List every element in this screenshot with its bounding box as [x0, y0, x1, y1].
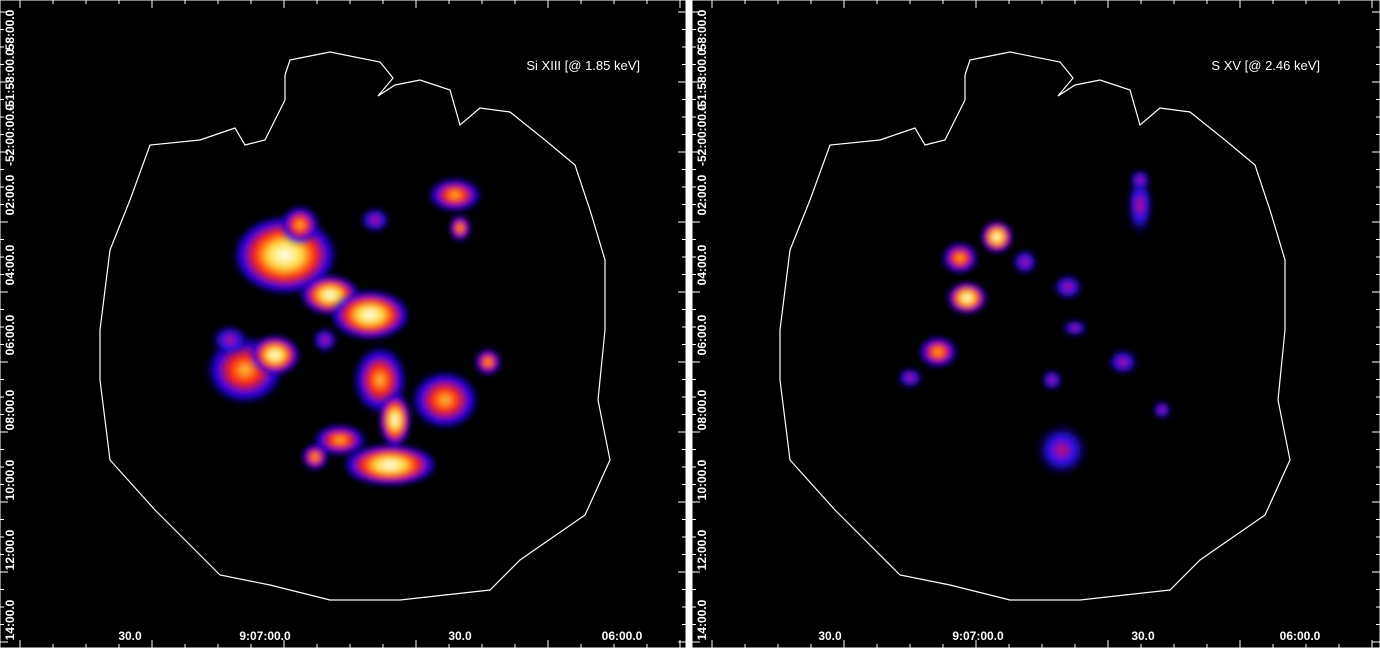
x-tick-label: 30.0: [448, 629, 472, 643]
emission-blob: [1051, 272, 1085, 302]
emission-blob: [895, 366, 925, 390]
annotation: S XV [@ 2.46 keV]: [1211, 58, 1320, 73]
y-tick-label: -52:00:00.0: [3, 104, 17, 166]
y-tick-label: 14:00.0: [695, 599, 709, 640]
emission-blob: [473, 347, 503, 377]
y-tick-label: 14:00.0: [3, 599, 17, 640]
y-tick-label: 04:00.0: [3, 244, 17, 285]
emission-blob: [946, 281, 988, 315]
emission-blob: [310, 325, 340, 355]
y-tick-label: 12:00.0: [695, 529, 709, 570]
contour: [99, 51, 611, 601]
contour: [779, 51, 1291, 601]
emission-blob: [300, 442, 330, 472]
x-tick-label: 30.0: [818, 629, 842, 643]
emission-blob: [1010, 247, 1040, 277]
y-tick-label: 10:00.0: [3, 459, 17, 500]
emission-blob: [358, 205, 392, 235]
y-tick-label: 12:00.0: [3, 529, 17, 570]
emission-blob: [426, 176, 484, 214]
y-tick-label: 02:00.0: [3, 174, 17, 215]
y-tick-label: 04:00.0: [695, 244, 709, 285]
x-tick-label: 06:00.0: [1280, 629, 1321, 643]
emission: [203, 168, 1173, 488]
y-tick-label: 06:00.0: [3, 314, 17, 355]
emission-blob: [328, 289, 412, 341]
y-tick-label: 02:00.0: [695, 174, 709, 215]
emission-blob: [408, 368, 482, 432]
y-tick-label: 08:00.0: [695, 389, 709, 430]
y-tick-label: -51:58:00.0: [695, 49, 709, 111]
emission-blob: [378, 391, 412, 449]
emission-blob: [1060, 318, 1090, 338]
emission-blob: [340, 442, 440, 488]
y-tick-label: 06:00.0: [695, 314, 709, 355]
panel-right: [691, 0, 1380, 648]
x-tick-label: 9:07:00.0: [952, 629, 1004, 643]
emission-blob: [249, 334, 301, 376]
emission-blob: [1106, 347, 1140, 377]
emission-blob: [1033, 421, 1091, 479]
y-tick-label: -51:58:00.0: [3, 49, 17, 111]
emission-blob: [1151, 399, 1173, 421]
emission-blob: [448, 213, 472, 243]
emission-blob: [279, 204, 321, 246]
x-tick-label: 30.0: [1131, 629, 1155, 643]
y-tick-label: 58:00.0: [695, 9, 709, 50]
x-tick-label: 30.0: [118, 629, 142, 643]
y-tick-label: 10:00.0: [695, 459, 709, 500]
y-tick-label: -52:00:00.0: [695, 104, 709, 166]
emission-blob: [917, 335, 959, 369]
y-tick-label: 08:00.0: [3, 389, 17, 430]
emission-blob: [209, 323, 251, 357]
annotation: Si XIII [@ 1.85 keV]: [526, 58, 640, 73]
emission-blob: [1128, 168, 1152, 192]
x-tick-label: 9:07:00.0: [239, 629, 291, 643]
x-tick-label: 06:00.0: [602, 629, 643, 643]
emission-blob: [940, 241, 980, 275]
y-tick-label: 58:00.0: [3, 9, 17, 50]
emission-blob: [980, 220, 1014, 254]
emission-blob: [1040, 368, 1064, 392]
